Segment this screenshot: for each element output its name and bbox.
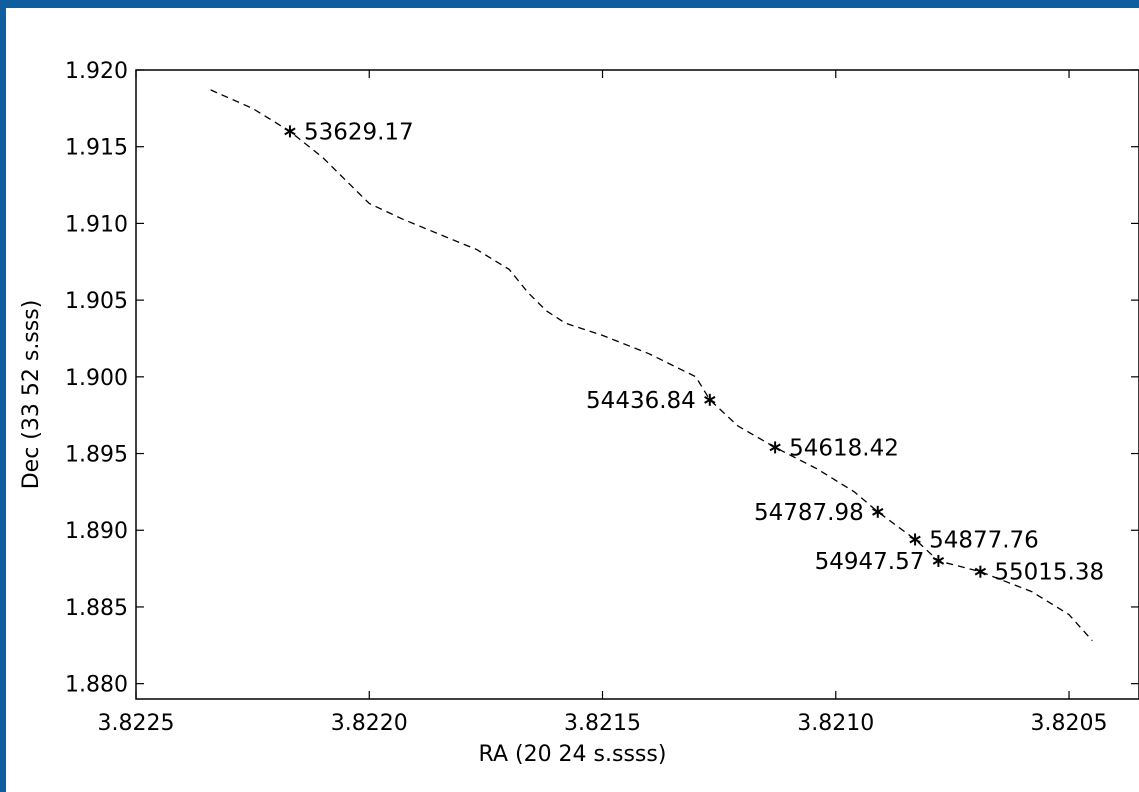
point-label: 53629.17 xyxy=(304,119,414,145)
y-tick-label: 1.900 xyxy=(65,366,128,391)
point-label: 54877.76 xyxy=(929,527,1039,553)
data-point xyxy=(769,441,781,454)
y-tick-label: 1.890 xyxy=(65,519,128,544)
point-label: 54618.42 xyxy=(789,435,899,461)
y-tick-label: 1.895 xyxy=(65,443,128,468)
point-marker-stroke xyxy=(704,395,716,404)
trajectory-line xyxy=(210,89,1093,642)
point-marker-stroke xyxy=(932,557,945,565)
y-tick-label: 1.915 xyxy=(65,136,128,161)
data-point xyxy=(284,125,296,138)
y-tick-label: 1.920 xyxy=(65,59,128,84)
point-marker-stroke xyxy=(974,567,987,576)
data-point xyxy=(909,533,921,546)
data-point xyxy=(704,393,716,406)
point-label: 55015.38 xyxy=(994,560,1104,586)
x-tick-label: 3.8225 xyxy=(98,711,175,736)
point-label: 54787.98 xyxy=(754,500,864,526)
data-point xyxy=(974,565,987,578)
y-axis-label: Dec (33 52 s.sss) xyxy=(19,300,44,490)
x-tick-label: 3.8210 xyxy=(797,711,874,736)
data-point xyxy=(932,554,945,567)
x-axis-label: RA (20 24 s.ssss) xyxy=(479,742,667,767)
point-marker-stroke xyxy=(284,127,296,136)
point-marker-stroke xyxy=(872,507,884,516)
x-tick-label: 3.8215 xyxy=(564,711,641,736)
point-marker-stroke xyxy=(769,443,781,452)
y-tick-label: 1.880 xyxy=(65,673,128,698)
chart-svg: 3.8225 3.8220 3.8215 3.8210 3.8205 1.880 1.885… xyxy=(19,59,1139,767)
data-point xyxy=(872,505,884,518)
point-label: 54436.84 xyxy=(586,388,696,414)
point-marker-stroke xyxy=(909,535,921,544)
x-tick-label: 3.8205 xyxy=(1031,711,1108,736)
chart-frame: 3.8225 3.8220 3.8215 3.8210 3.8205 1.880 1.885… xyxy=(6,8,1139,792)
y-tick-label: 1.910 xyxy=(65,212,128,237)
y-tick-label: 1.885 xyxy=(65,596,128,621)
x-tick-label: 3.8220 xyxy=(331,711,408,736)
y-tick-label: 1.905 xyxy=(65,289,128,314)
plot-area-border xyxy=(135,69,1139,700)
point-label: 54947.57 xyxy=(815,549,925,575)
